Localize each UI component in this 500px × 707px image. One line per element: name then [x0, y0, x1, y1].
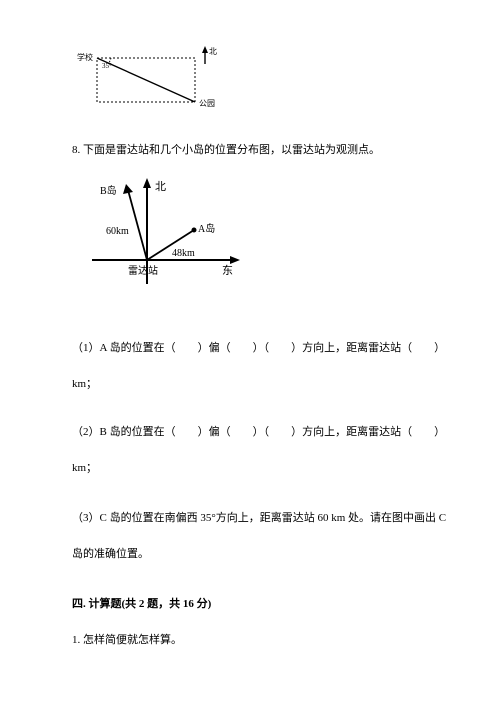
label-north: 北 — [209, 47, 217, 56]
label-island-a: A岛 — [198, 222, 215, 235]
north-arrow-head — [202, 46, 208, 53]
q8-sub3-line1: （3）C 岛的位置在南偏西 35°方向上，距离雷达站 60 km 处。请在图中画… — [72, 510, 452, 527]
q8-sub1-line2: km； — [72, 376, 452, 393]
q8-sub2-line1: （2）B 岛的位置在（ ）偏（ ）（ ）方向上，距离雷达站（ ） — [72, 424, 452, 441]
page-root: 学校 北 35° 公园 8. 下面是雷达站和几个小岛的位置分布图，以雷达站为观测… — [0, 0, 500, 707]
label-a-dist: 48km — [172, 248, 195, 259]
q8-sub3-line2: 岛的准确位置。 — [72, 546, 452, 563]
label-angle: 35° — [102, 62, 112, 70]
line-to-b — [128, 190, 147, 260]
q8-sub2-line2: km； — [72, 460, 452, 477]
label-island-b: B岛 — [100, 184, 117, 197]
radar-svg: 北 东 雷达站 A岛 48km B岛 60km — [92, 178, 242, 288]
question-8-title: 8. 下面是雷达站和几个小岛的位置分布图，以雷达站为观测点。 — [72, 142, 428, 159]
arrow-b — [123, 184, 133, 194]
label-school: 学校 — [77, 52, 93, 62]
section-4-heading: 四. 计算题(共 2 题，共 16 分) — [72, 596, 452, 613]
figure-radar: 北 东 雷达站 A岛 48km B岛 60km — [92, 178, 242, 288]
figure-school-park: 学校 北 35° 公园 — [77, 46, 197, 106]
label-b-dist: 60km — [106, 226, 129, 237]
label-park: 公园 — [199, 99, 215, 108]
label-radar: 雷达站 — [128, 264, 158, 277]
axis-x-arrow — [230, 256, 240, 264]
school-park-svg: 学校 北 35° 公园 — [77, 46, 227, 116]
label-north-axis: 北 — [155, 180, 166, 193]
q8-sub1-line1: （1）A 岛的位置在（ ）偏（ ）（ ）方向上，距离雷达站（ ） — [72, 340, 452, 357]
label-east-axis: 东 — [222, 264, 233, 277]
axis-y-arrow — [143, 178, 151, 188]
section-4-q1: 1. 怎样简便就怎样算。 — [72, 632, 452, 649]
point-a — [192, 228, 197, 233]
